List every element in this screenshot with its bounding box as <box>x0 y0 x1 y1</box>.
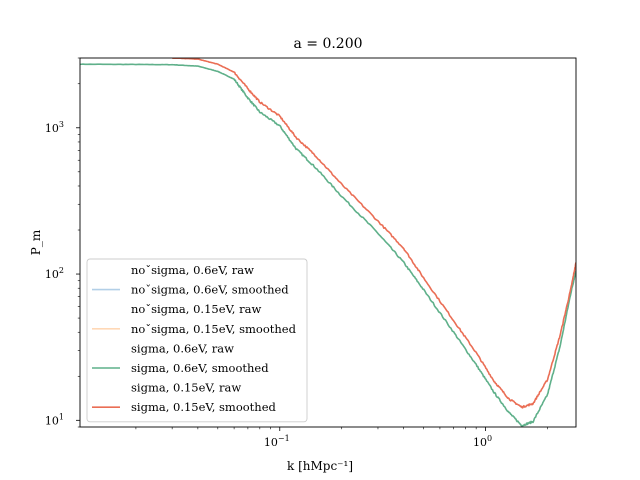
legend-label: noˇsigma, 0.15eV, raw <box>131 302 261 316</box>
legend-label: sigma, 0.15eV, smoothed <box>131 400 277 414</box>
x-tick-label: 10−1 <box>264 434 290 449</box>
series-line-7 <box>172 58 576 409</box>
legend-label: sigma, 0.15eV, raw <box>131 381 241 395</box>
y-tick-label: 102 <box>45 266 64 281</box>
legend-box <box>86 258 308 423</box>
y-tick-label: 101 <box>45 412 64 427</box>
chart-title: a = 0.200 <box>293 36 362 52</box>
legend-label: noˇsigma, 0.6eV, smoothed <box>131 283 289 297</box>
y-tick-label: 103 <box>45 120 64 135</box>
legend-label: noˇsigma, 0.15eV, smoothed <box>131 322 297 336</box>
axes-frame <box>79 57 577 428</box>
y-axis-title: P_m <box>29 229 43 255</box>
x-axis-title: k [hMpc⁻¹] <box>287 459 353 473</box>
x-tick-label: 100 <box>473 434 492 449</box>
axis-ticks: 10−1 100 101 102 103 <box>45 57 548 449</box>
legend-label: sigma, 0.6eV, smoothed <box>131 361 269 375</box>
legend: noˇsigma, 0.6eV, raw noˇsigma, 0.6eV, smo… <box>86 258 308 423</box>
series-line-5 <box>80 63 576 427</box>
series-lines <box>80 58 576 427</box>
legend-label: noˇsigma, 0.6eV, raw <box>131 263 254 277</box>
legend-label: sigma, 0.6eV, raw <box>131 341 234 355</box>
